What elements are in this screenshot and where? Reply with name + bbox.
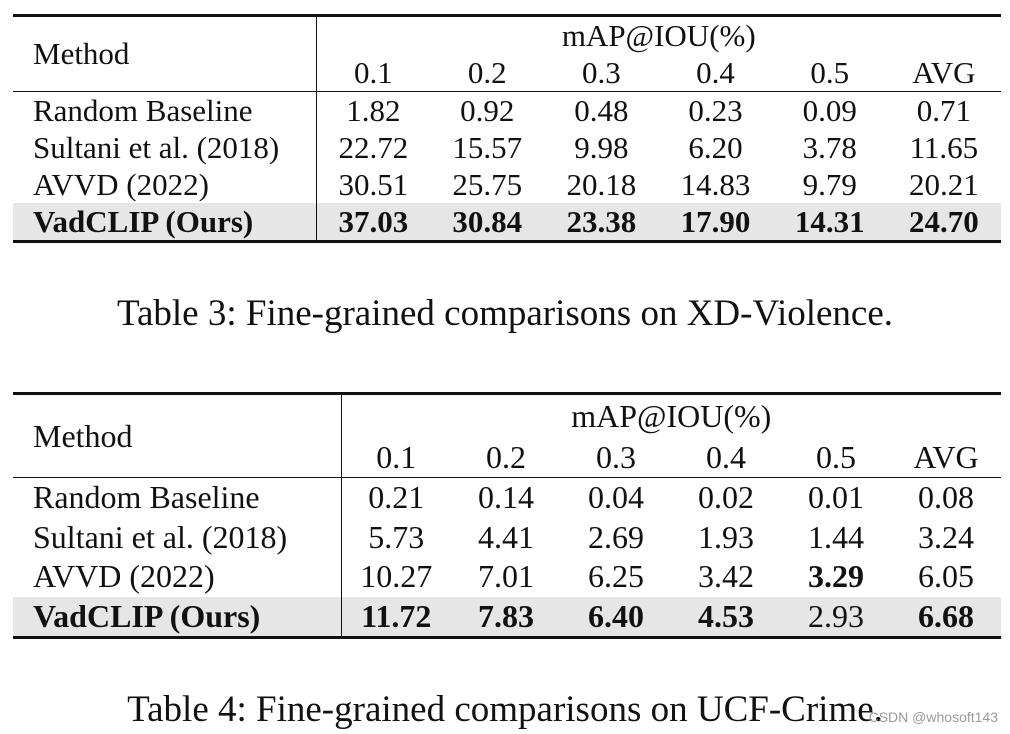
value-cell: 23.38 — [544, 203, 659, 242]
table-row-highlighted: VadCLIP (Ours) 37.03 30.84 23.38 17.90 1… — [13, 203, 1001, 242]
table-3-grid: Method mAP@IOU(%) 0.1 0.2 0.3 0.4 0.5 AV… — [13, 14, 1001, 243]
value-cell: 7.83 — [451, 596, 561, 638]
table-row: Sultani et al. (2018) 22.72 15.57 9.98 6… — [13, 129, 1001, 166]
column-header: 0.3 — [582, 55, 621, 90]
table-row: Sultani et al. (2018) 5.73 4.41 2.69 1.9… — [13, 517, 1001, 557]
method-cell: AVVD (2022) — [13, 166, 317, 203]
value-cell: 7.01 — [478, 558, 534, 595]
table-3-caption: Table 3: Fine-grained comparisons on XD-… — [116, 293, 894, 334]
column-header: 0.2 — [467, 55, 507, 90]
value-cell: 0.04 — [561, 477, 671, 518]
value-cell: 30.51 — [338, 166, 409, 202]
value-cell: 1.93 — [698, 518, 754, 555]
value-cell: 25.75 — [452, 166, 523, 202]
column-header: AVG — [912, 55, 976, 90]
method-cell: Sultani et al. (2018) — [13, 129, 317, 166]
column-header: 0.4 — [696, 55, 735, 90]
value-cell: 15.57 — [452, 129, 523, 165]
value-cell: 0.23 — [658, 91, 773, 129]
value-cell: 17.90 — [658, 203, 773, 242]
value-cell: 1.82 — [316, 91, 431, 129]
method-cell: VadCLIP (Ours) — [13, 203, 317, 242]
value-cell: 2.69 — [588, 518, 644, 555]
metric-header: mAP@IOU(%) — [571, 397, 772, 434]
value-cell: 3.29 — [808, 558, 864, 595]
method-cell: Sultani et al. (2018) — [13, 517, 342, 557]
value-cell: 4.53 — [671, 596, 781, 638]
value-cell: 0.21 — [341, 477, 451, 518]
value-cell: 20.18 — [566, 166, 637, 202]
value-cell: 3.78 — [802, 129, 857, 165]
value-cell: 22.72 — [338, 129, 409, 165]
value-cell: 24.70 — [886, 203, 1001, 242]
table-row: AVVD (2022) 30.51 25.75 20.18 14.83 9.79… — [13, 166, 1001, 203]
value-cell: 0.14 — [451, 477, 561, 518]
value-cell: 0.01 — [781, 477, 891, 518]
value-cell: 20.21 — [909, 166, 979, 202]
value-cell: 9.79 — [802, 166, 857, 202]
value-cell: 9.98 — [574, 129, 629, 165]
value-cell: 0.48 — [544, 91, 659, 129]
table-4-grid: Method mAP@IOU(%) 0.1 0.2 0.3 0.4 0.5 AV… — [13, 392, 1001, 639]
table-3: Method mAP@IOU(%) 0.1 0.2 0.3 0.4 0.5 AV… — [13, 14, 1001, 243]
value-cell: 6.40 — [561, 596, 671, 638]
method-cell: Random Baseline — [13, 477, 342, 518]
value-cell: 3.42 — [698, 558, 754, 595]
column-header: 0.5 — [816, 438, 856, 475]
column-header: AVG — [913, 438, 979, 475]
value-cell: 11.65 — [909, 129, 979, 165]
value-cell: 2.93 — [781, 596, 891, 638]
value-cell: 37.03 — [316, 203, 431, 242]
method-cell: VadCLIP (Ours) — [13, 596, 342, 638]
table-4: Method mAP@IOU(%) 0.1 0.2 0.3 0.4 0.5 AV… — [13, 392, 1001, 639]
table-row: Random Baseline 1.82 0.92 0.48 0.23 0.09… — [13, 91, 1001, 129]
column-header: 0.1 — [376, 438, 417, 475]
method-cell: AVVD (2022) — [13, 557, 342, 597]
value-cell: 6.20 — [688, 129, 743, 165]
value-cell: 10.27 — [360, 558, 433, 595]
value-cell: 0.09 — [772, 91, 887, 129]
value-cell: 0.02 — [671, 477, 781, 518]
column-header: 0.3 — [596, 438, 636, 475]
column-header: 0.2 — [486, 438, 526, 475]
value-cell: 5.73 — [368, 518, 425, 555]
table-row-highlighted: VadCLIP (Ours) 11.72 7.83 6.40 4.53 2.93… — [13, 596, 1001, 638]
value-cell: 14.83 — [680, 166, 751, 202]
value-cell: 6.25 — [588, 558, 644, 595]
value-cell: 14.31 — [772, 203, 887, 242]
value-cell: 3.24 — [918, 518, 974, 555]
value-cell: 4.41 — [478, 518, 534, 555]
method-header: Method — [13, 393, 342, 478]
value-cell: 0.08 — [891, 477, 1001, 518]
value-cell: 0.71 — [886, 91, 1001, 129]
table-row: Random Baseline 0.21 0.14 0.04 0.02 0.01… — [13, 477, 1001, 518]
table-4-caption: Table 4: Fine-grained comparisons on UCF… — [127, 689, 883, 730]
watermark: CSDN @whosoft143 — [868, 709, 998, 725]
value-cell: 30.84 — [430, 203, 545, 242]
metric-header: mAP@IOU(%) — [561, 18, 756, 53]
value-cell: 1.44 — [808, 518, 864, 555]
method-header: Method — [13, 15, 317, 92]
value-cell: 6.68 — [891, 596, 1001, 638]
value-cell: 0.92 — [430, 91, 545, 129]
column-header: 0.5 — [810, 55, 850, 90]
table-row: AVVD (2022) 10.27 7.01 6.25 3.42 3.29 6.… — [13, 557, 1001, 597]
column-header: 0.4 — [706, 438, 746, 475]
column-header: 0.1 — [353, 55, 393, 90]
method-cell: Random Baseline — [13, 91, 317, 129]
value-cell: 11.72 — [341, 596, 451, 638]
value-cell: 6.05 — [918, 558, 974, 595]
